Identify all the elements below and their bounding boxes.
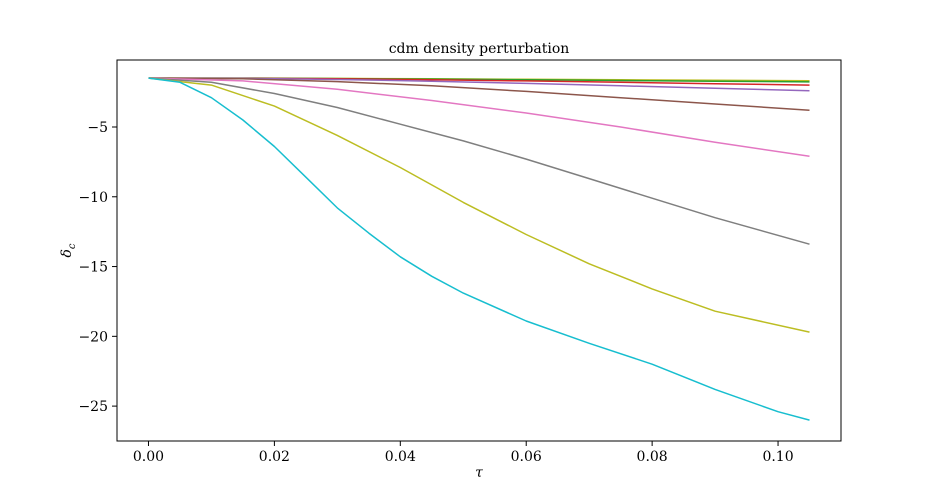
x-tick-label: 0.00 <box>133 449 164 465</box>
series-layer <box>148 77 810 421</box>
chart-title: cdm density perturbation <box>389 41 570 57</box>
y-tick-label: −25 <box>78 399 108 415</box>
ticks-layer: 0.00 0.02 0.04 0.06 0.08 0.10 −5 −10 −15 −20 −25 <box>78 120 793 465</box>
y-axis-label: δc <box>59 243 78 257</box>
plot-frame <box>116 59 842 442</box>
series-line-5 <box>148 77 810 111</box>
y-axis-label-subscript: c <box>67 243 78 249</box>
y-tick-label: −5 <box>87 120 108 136</box>
series-line-8 <box>148 77 810 333</box>
x-axis-label: τ <box>475 465 483 481</box>
x-tick-label: 0.06 <box>511 449 542 465</box>
x-tick-label: 0.04 <box>385 449 416 465</box>
y-tick-label: −20 <box>78 329 108 345</box>
series-line-6 <box>148 77 810 158</box>
y-tick-label: −10 <box>78 190 108 206</box>
x-tick-label: 0.08 <box>637 449 668 465</box>
series-line-7 <box>148 77 810 245</box>
y-tick-label: −15 <box>78 260 108 276</box>
y-axis-label-main: δ <box>59 249 75 257</box>
series-line-9 <box>148 77 810 421</box>
x-tick-label: 0.10 <box>762 449 793 465</box>
x-tick-label: 0.02 <box>259 449 290 465</box>
